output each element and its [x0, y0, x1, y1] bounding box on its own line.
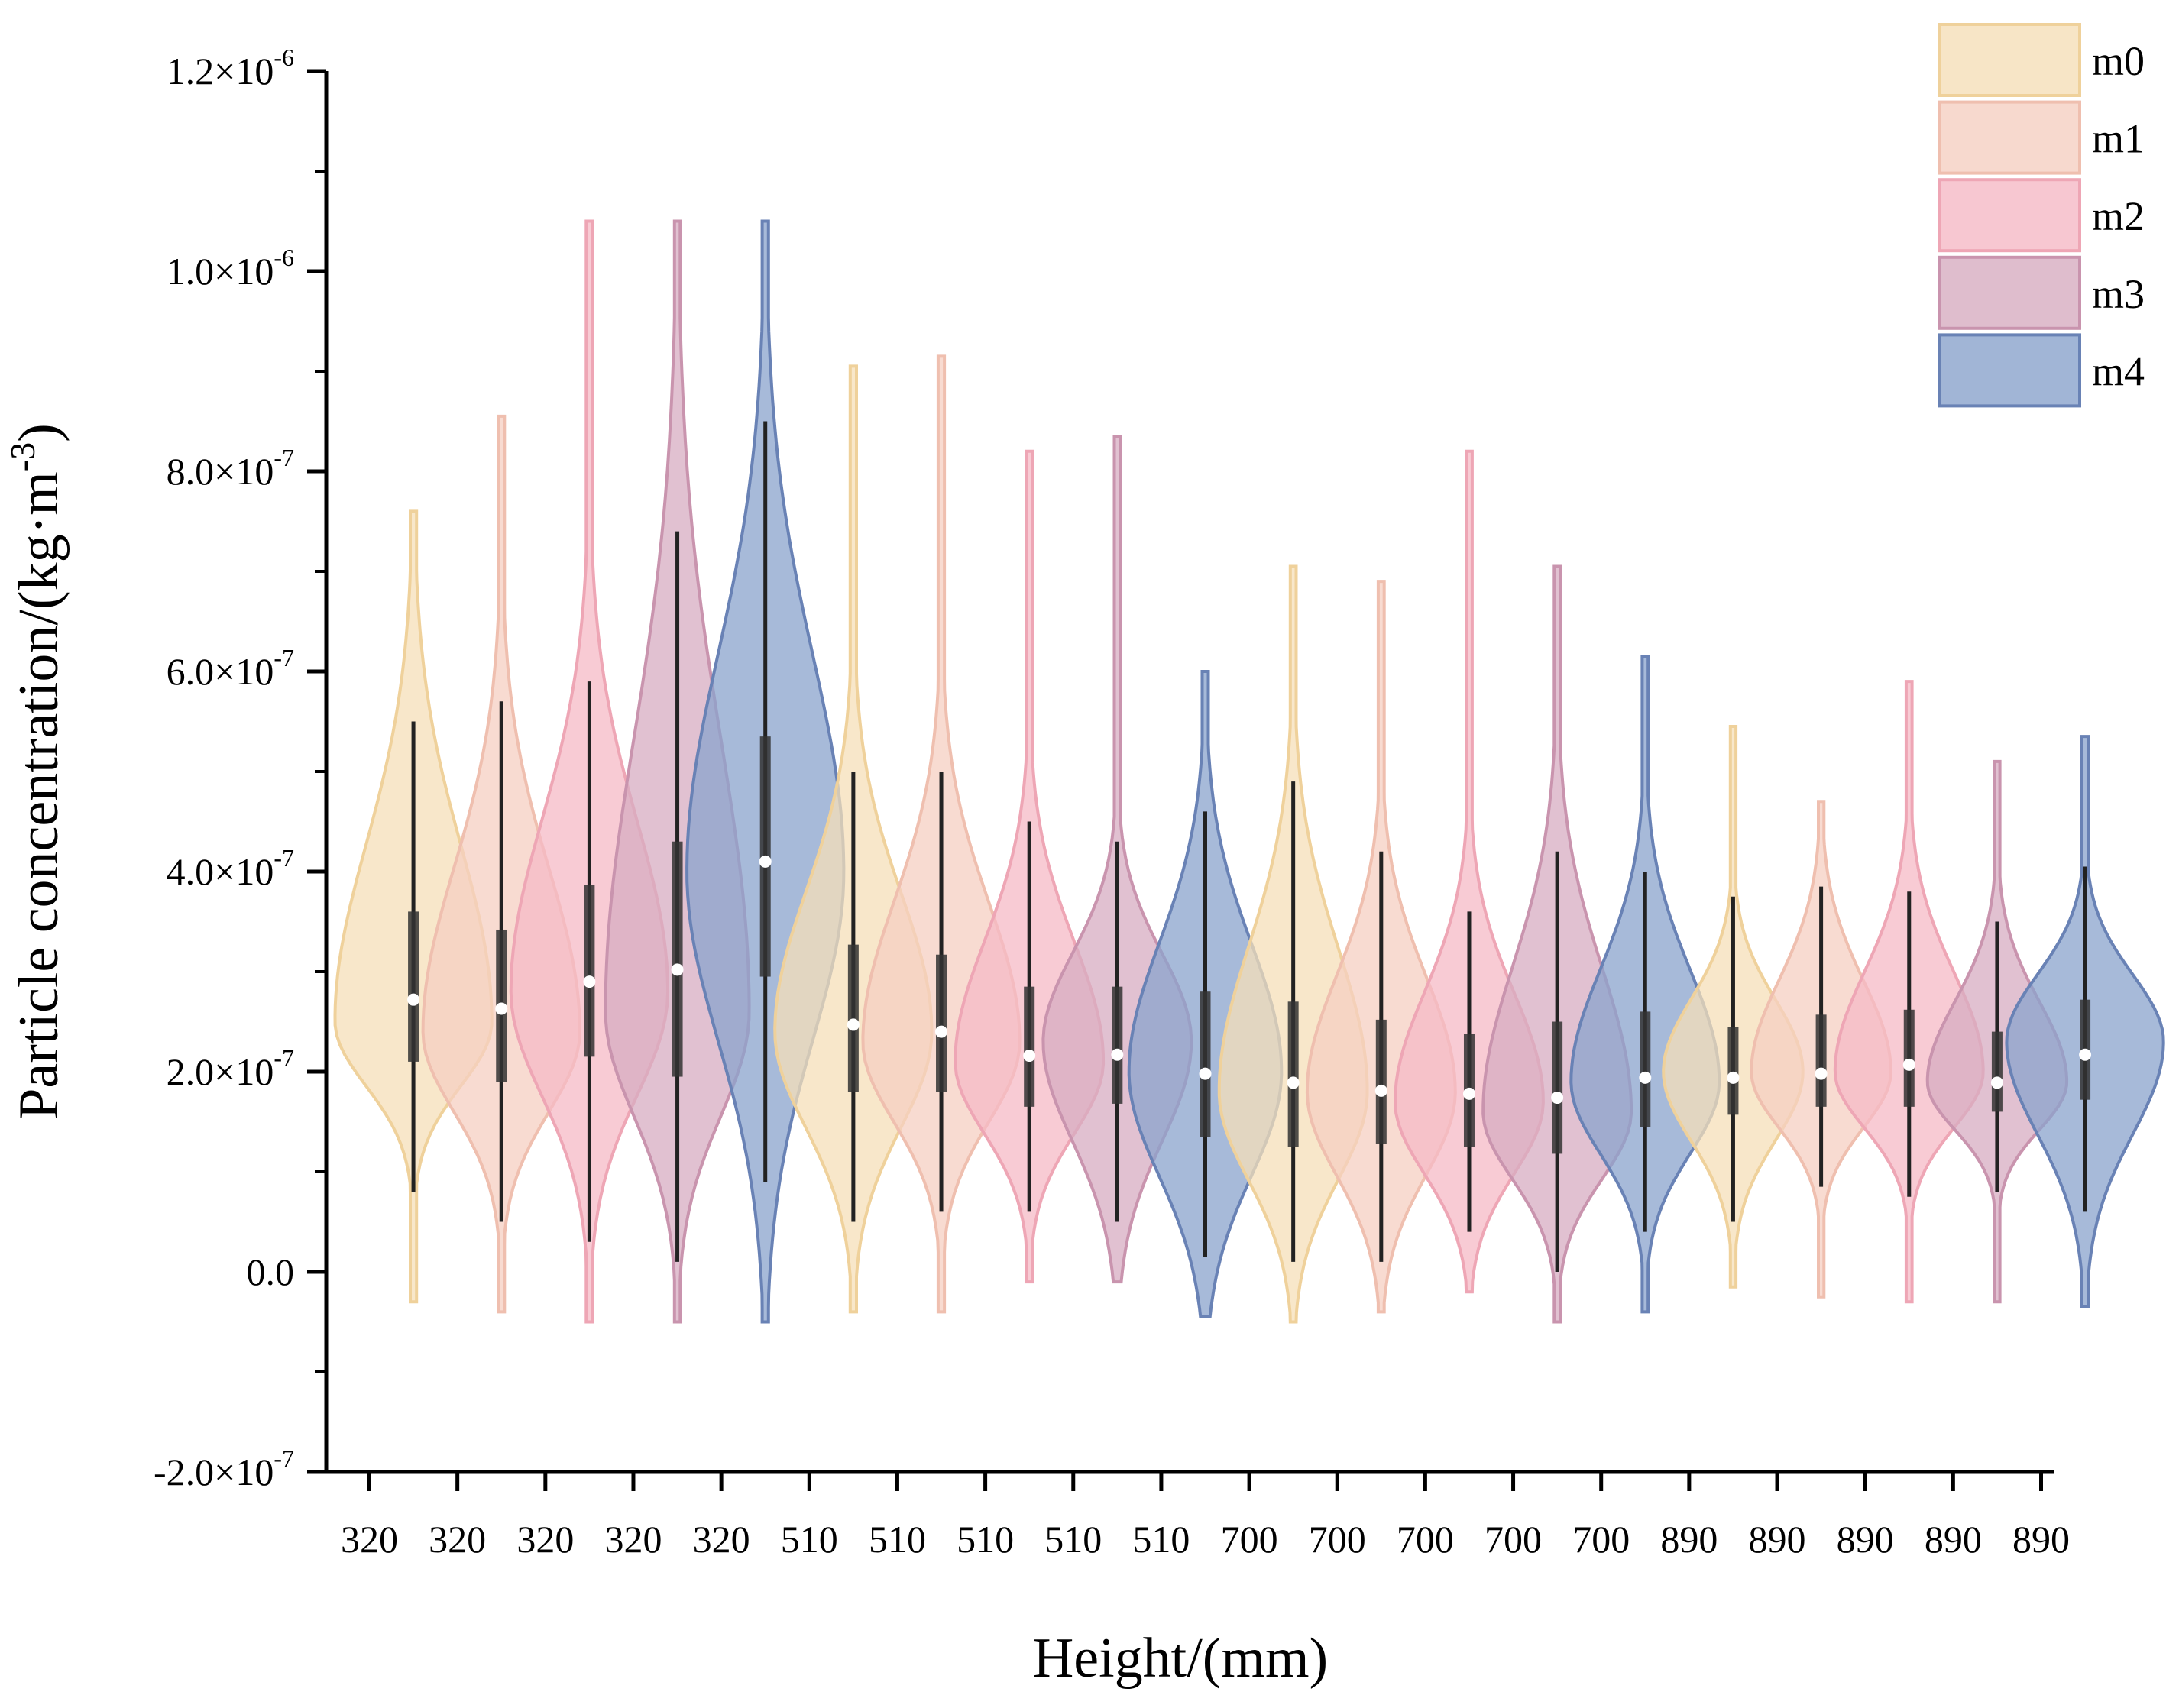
- violin-iqr-box: [1200, 991, 1211, 1137]
- violin-iqr-box: [1815, 1014, 1827, 1107]
- violin-iqr-box: [672, 841, 683, 1077]
- legend-label-m2: m2: [2092, 193, 2145, 239]
- violin-median-point: [1551, 1092, 1564, 1105]
- y-tick-exponent: -6: [274, 244, 294, 271]
- violin-median-point: [583, 975, 596, 988]
- x-tick-label: 890: [1837, 1518, 1894, 1561]
- x-tick-label: 510: [1044, 1518, 1102, 1561]
- x-tick-label: 700: [1485, 1518, 1542, 1561]
- violin-median-point: [1287, 1076, 1300, 1089]
- y-tick-label: 0.0: [247, 1250, 295, 1293]
- y-tick-label: 2.0×10-7: [167, 1044, 294, 1093]
- violin-median-point: [2079, 1048, 2092, 1061]
- y-tick-exponent: -7: [274, 444, 294, 471]
- x-tick-label: 320: [429, 1518, 486, 1561]
- x-tick-label: 700: [1221, 1518, 1278, 1561]
- violin-median-point: [847, 1018, 860, 1031]
- violin-median-point: [1727, 1071, 1740, 1084]
- x-tick-label: 510: [869, 1518, 926, 1561]
- y-tick-mantissa: 4.0×10: [167, 850, 274, 893]
- x-tick-label: 700: [1572, 1518, 1630, 1561]
- violin-median-point: [407, 993, 420, 1006]
- violin-median-point: [495, 1002, 508, 1015]
- y-tick-exponent: -7: [274, 1044, 294, 1072]
- y-tick-exponent: -7: [274, 1444, 294, 1472]
- legend-swatch-m1: [1938, 100, 2081, 175]
- x-tick-label: 890: [1660, 1518, 1718, 1561]
- y-tick-label: 1.2×10-6: [167, 44, 294, 92]
- violin-median-point: [1902, 1058, 1915, 1071]
- legend-label-m3: m3: [2092, 271, 2145, 317]
- y-axis-title: Particle concentration/(kg·m-3): [3, 423, 70, 1120]
- y-tick-label: 8.0×10-7: [167, 444, 294, 493]
- y-tick-exponent: -7: [274, 844, 294, 872]
- x-tick-label: 510: [781, 1518, 838, 1561]
- y-tick-mantissa: 6.0×10: [167, 650, 274, 693]
- y-ticks: 1.2×10-61.0×10-68.0×10-76.0×10-74.0×10-7…: [154, 44, 326, 1493]
- violin-median-point: [1815, 1067, 1828, 1080]
- y-tick-label: 1.0×10-6: [167, 244, 294, 293]
- y-tick-exponent: -6: [274, 44, 294, 71]
- x-tick-label: 320: [604, 1518, 662, 1561]
- y-tick-mantissa: 1.2×10: [167, 50, 274, 92]
- x-tick-label: 320: [516, 1518, 574, 1561]
- x-tick-label: 700: [1309, 1518, 1366, 1561]
- y-tick-mantissa: -2.0×10: [154, 1451, 274, 1493]
- y-tick-label: -2.0×10-7: [154, 1444, 294, 1493]
- y-tick-label: 6.0×10-7: [167, 644, 294, 693]
- violin-median-point: [759, 855, 772, 868]
- y-tick-mantissa: 1.0×10: [167, 250, 274, 293]
- y-tick-label: 4.0×10-7: [167, 844, 294, 893]
- x-tick-label: 890: [1749, 1518, 1806, 1561]
- x-ticks: 320 320 320 320 320 510 510 510 510 510 700 700 700 7…: [341, 1472, 2070, 1561]
- legend: m0 m1 m2 m3 m4: [1938, 23, 2145, 408]
- violin-iqr-box: [1640, 1011, 1651, 1127]
- violin-median-point: [935, 1025, 948, 1038]
- violin-median-point: [1990, 1076, 2003, 1089]
- x-tick-label: 510: [1132, 1518, 1190, 1561]
- y-axis-title-exponent: -3: [3, 442, 42, 471]
- violin-median-point: [1111, 1048, 1124, 1061]
- violin-iqr-box: [1903, 1009, 1915, 1107]
- legend-label-m1: m1: [2092, 116, 2145, 162]
- violin-iqr-box: [1727, 1027, 1739, 1115]
- violin-iqr-box: [1552, 1021, 1563, 1154]
- violin-iqr-box: [1375, 1019, 1387, 1144]
- violin-median-point: [1199, 1067, 1212, 1080]
- violin-iqr-box: [1112, 986, 1123, 1104]
- y-tick-mantissa: 8.0×10: [167, 450, 274, 493]
- x-tick-label: 700: [1397, 1518, 1454, 1561]
- violin-median-point: [1639, 1071, 1652, 1084]
- y-tick-mantissa: 0.0: [247, 1250, 295, 1293]
- y-tick-exponent: -7: [274, 644, 294, 671]
- violin-median-point: [1374, 1084, 1387, 1097]
- violin-median-point: [1023, 1050, 1036, 1063]
- violin-iqr-box: [847, 944, 859, 1092]
- x-axis-title: Height/(mm): [1033, 1627, 1328, 1690]
- violin-iqr-box: [584, 885, 595, 1057]
- x-tick-label: 320: [341, 1518, 398, 1561]
- legend-label-m0: m0: [2092, 38, 2145, 84]
- legend-swatch-m0: [1938, 23, 2081, 97]
- x-tick-label: 890: [2012, 1518, 2070, 1561]
- violin-iqr-box: [936, 954, 947, 1092]
- legend-label-m4: m4: [2092, 348, 2145, 394]
- y-axis-title-main: Particle concentration/(kg·m: [8, 471, 70, 1120]
- violin-iqr-box: [1991, 1031, 2003, 1112]
- x-tick-label: 320: [693, 1518, 750, 1561]
- y-axis-title-suffix: ): [8, 423, 70, 442]
- x-tick-label: 890: [1925, 1518, 1982, 1561]
- violin-median-point: [1462, 1087, 1475, 1100]
- legend-swatch-m3: [1938, 255, 2081, 330]
- x-tick-label: 510: [957, 1518, 1014, 1561]
- violin-iqr-box: [1024, 986, 1035, 1107]
- violin-median-point: [671, 963, 684, 976]
- violins-layer: [333, 219, 2165, 1324]
- legend-swatch-m2: [1938, 178, 2081, 253]
- y-tick-mantissa: 2.0×10: [167, 1050, 274, 1093]
- violin-iqr-box: [408, 911, 419, 1062]
- violin-iqr-box: [1287, 1001, 1299, 1147]
- legend-swatch-m4: [1938, 333, 2081, 408]
